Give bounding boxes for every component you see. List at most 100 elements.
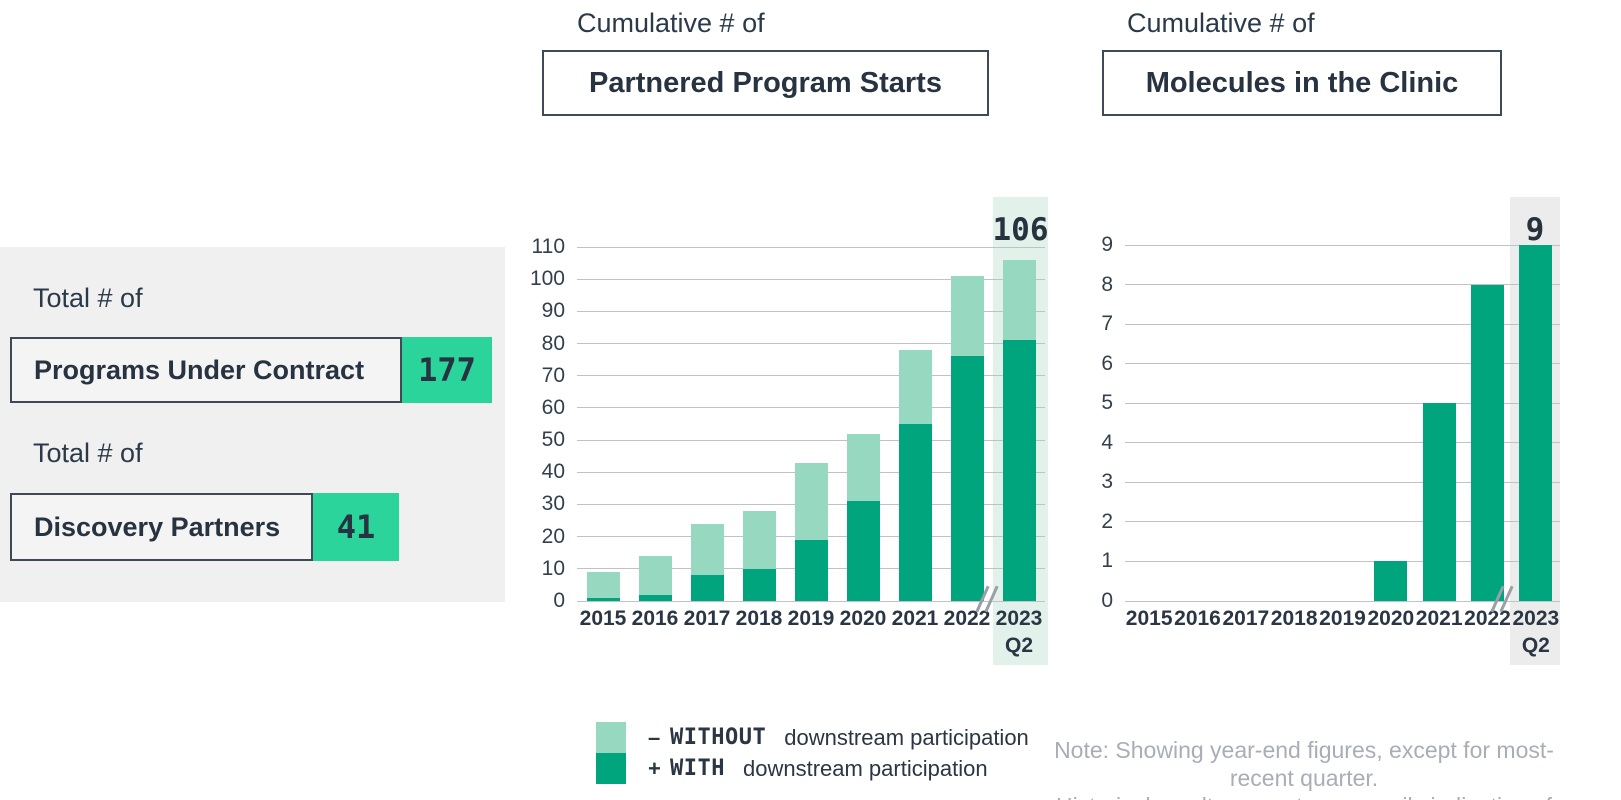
x-axis-category-sublabel: Q2 [1521, 634, 1550, 657]
left-chart-title-prefix: Cumulative # of [577, 8, 765, 38]
footnote: Note: Showing year-end figures, except f… [1048, 736, 1560, 800]
x-axis-category-label: 2017 [1222, 607, 1270, 630]
bar-segment [898, 349, 932, 424]
stat-label: Discovery Partners [10, 493, 313, 561]
bar-segment [690, 575, 724, 601]
y-axis-tick-label: 40 [541, 460, 565, 484]
y-axis-tick-label: 50 [541, 428, 565, 452]
gridline [577, 246, 1045, 248]
gridline [577, 310, 1045, 312]
legend-keyword: WITHOUT [670, 725, 767, 750]
bar-segment [898, 424, 932, 601]
x-axis-category-label: 2022 [1464, 607, 1511, 630]
bar-segment [1374, 561, 1408, 601]
y-axis-tick-label: 80 [541, 331, 565, 355]
y-axis-tick-label: 2 [1101, 509, 1113, 533]
bar-segment [846, 433, 880, 502]
left-chart-title-box: Partnered Program Starts [542, 50, 989, 116]
x-axis-category-sublabel: Q2 [1004, 634, 1033, 657]
y-axis-tick-label: 110 [531, 235, 565, 258]
gridline [1125, 284, 1560, 286]
x-axis-category-label: 2020 [1367, 607, 1415, 630]
x-axis-category-label: 2018 [735, 607, 783, 630]
x-axis-category-label: 2021 [891, 607, 939, 630]
right-chart-title-box: Molecules in the Clinic [1102, 50, 1502, 116]
stat-value: 177 [402, 337, 492, 403]
gridline [577, 278, 1045, 280]
bar-segment [794, 462, 828, 540]
y-axis-tick-label: 7 [1101, 312, 1113, 336]
x-axis-category-label: 2019 [1319, 607, 1366, 630]
gridline [577, 375, 1045, 377]
legend-item-without: – WITHOUT downstream participation [648, 722, 1029, 753]
y-axis-tick-label: 30 [541, 492, 565, 516]
y-axis-tick-label: 0 [1101, 589, 1113, 612]
y-axis-tick-label: 9 [1101, 233, 1113, 256]
x-axis-category-label: 2016 [631, 607, 679, 630]
x-axis-category-label: 2015 [579, 607, 627, 630]
legend-swatches [596, 722, 626, 784]
gridline [1125, 323, 1560, 325]
bar-segment [742, 568, 776, 601]
y-axis-tick-label: 5 [1101, 391, 1113, 415]
x-axis-category-label: 2022 [943, 607, 991, 630]
stat-prefix: Total # of [33, 283, 143, 313]
footnote-line: Historical results are not necessarily i… [1048, 792, 1560, 800]
x-axis-category-label: 2016 [1174, 607, 1221, 630]
bar-segment [690, 523, 724, 576]
stat-value: 41 [313, 493, 399, 561]
bar-segment [586, 597, 620, 601]
bar-segment [1002, 340, 1036, 601]
x-axis-category-label: 2015 [1125, 607, 1173, 630]
legend-swatch-without-icon [596, 722, 626, 753]
stat-prefix: Total # of [33, 438, 143, 468]
x-axis-category-label: 2018 [1270, 607, 1318, 630]
x-axis-category-label: 2019 [787, 607, 835, 630]
gridline [1125, 402, 1560, 404]
y-axis-tick-label: 0 [553, 589, 565, 612]
gridline [1125, 442, 1560, 444]
stat-label: Programs Under Contract [10, 337, 402, 403]
bar-segment [742, 510, 776, 569]
minus-icon: – [648, 724, 661, 750]
legend-item-with: + WITH downstream participation [648, 753, 1029, 784]
bar-segment [1002, 259, 1036, 341]
right-chart-title-prefix: Cumulative # of [1127, 8, 1315, 38]
gridline [577, 343, 1045, 345]
y-axis-tick-label: 10 [541, 556, 565, 580]
gridline [1125, 481, 1560, 483]
legend: – WITHOUT downstream participation + WIT… [596, 722, 1029, 784]
bar-value-annotation: 106 [992, 212, 1049, 248]
legend-description: downstream participation [742, 755, 988, 781]
legend-description: downstream participation [784, 724, 1029, 750]
bar-segment [794, 539, 828, 601]
stat-programs-under-contract: Programs Under Contract 177 [10, 337, 492, 403]
bar-value-annotation: 9 [1525, 212, 1545, 248]
y-axis-tick-label: 20 [541, 524, 565, 548]
stats-panel: Total # of Programs Under Contract 177 T… [0, 247, 505, 602]
y-axis-tick-label: 8 [1101, 272, 1113, 296]
legend-keyword: WITH [670, 756, 725, 781]
y-axis-tick-label: 4 [1101, 430, 1113, 454]
gridline [1125, 560, 1560, 562]
bar-segment [638, 594, 672, 601]
bar-segment [950, 356, 984, 601]
y-axis-tick-label: 90 [541, 299, 565, 323]
bar-segment [1471, 284, 1504, 601]
gridline [577, 600, 1045, 602]
bar-segment [1422, 403, 1456, 601]
y-axis-tick-label: 60 [541, 395, 565, 419]
bar-segment [846, 501, 880, 601]
gridline [1125, 521, 1560, 523]
y-axis-tick-label: 3 [1101, 470, 1113, 494]
bar-segment [638, 555, 672, 595]
y-axis-tick-label: 100 [529, 267, 565, 291]
gridline [1125, 600, 1560, 602]
plus-icon: + [648, 755, 661, 781]
legend-swatch-with-icon [596, 753, 626, 784]
stat-discovery-partners: Discovery Partners 41 [10, 493, 399, 561]
gridline [1125, 244, 1560, 246]
gridline [1125, 363, 1560, 365]
gridline [577, 439, 1045, 441]
